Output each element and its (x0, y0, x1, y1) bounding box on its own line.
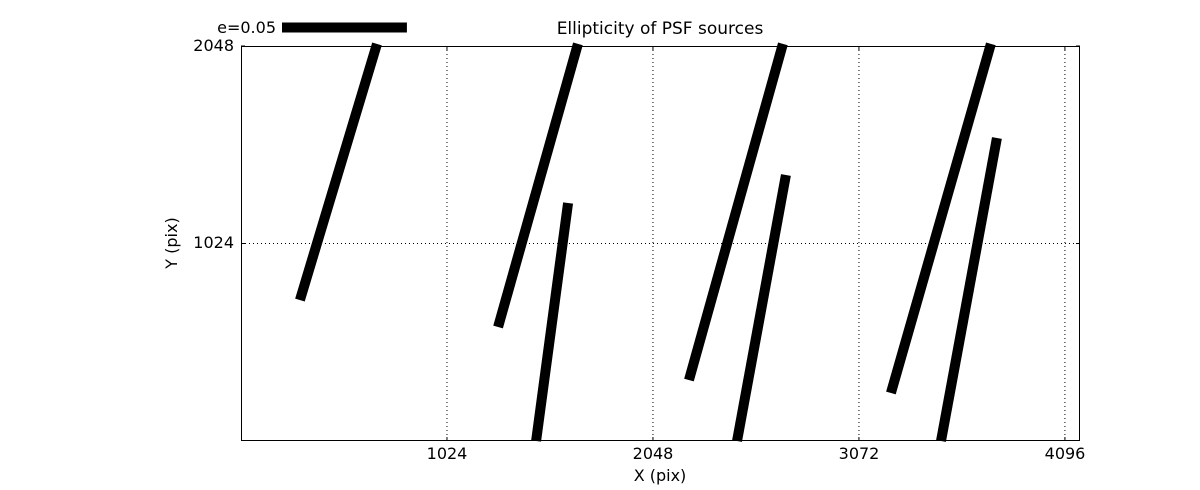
psf-whisker (295, 42, 382, 302)
legend-scale-bar (282, 22, 407, 33)
x-tick-label-3072: 3072 (838, 444, 880, 463)
y-tick-label-1024: 1024 (193, 233, 234, 252)
psf-whisker (493, 42, 583, 329)
psf-whisker (684, 42, 788, 382)
psf-whisker (886, 42, 996, 395)
x-tick-label-1024: 1024 (426, 444, 468, 463)
psf-whisker (732, 174, 791, 442)
x-tick-label-4096: 4096 (1044, 444, 1086, 463)
psf-whisker (936, 137, 1002, 442)
chart-title: Ellipticity of PSF sources (556, 19, 764, 39)
y-tick-label-2048: 2048 (193, 36, 234, 55)
legend-label: e=0.05 (217, 18, 276, 37)
x-axis-label: X (pix) (633, 466, 687, 485)
x-tick-label-2048: 2048 (632, 444, 674, 463)
psf-whisker (531, 202, 574, 442)
y-axis-label: Y (pix) (162, 217, 181, 269)
